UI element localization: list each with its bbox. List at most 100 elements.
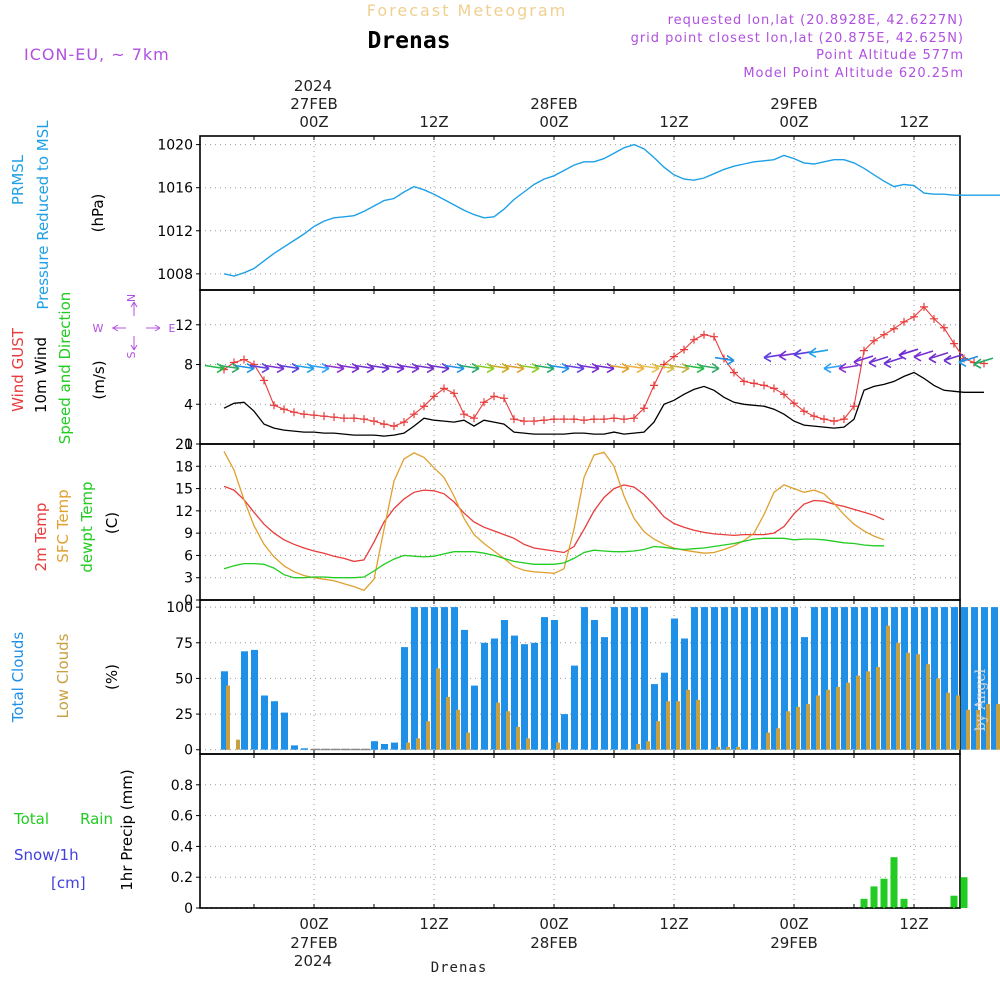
wind-direction-arrow: [474, 364, 495, 370]
low-cloud-bar: [556, 742, 560, 750]
wind-direction-arrow: [534, 364, 555, 370]
top-hour-label: 00Z: [539, 113, 568, 131]
gust-marker: [510, 415, 518, 424]
gust-marker: [390, 422, 398, 431]
total-cloud-bar: [881, 607, 888, 750]
gust-marker: [820, 415, 828, 424]
gust-marker: [890, 324, 898, 333]
gust-marker: [910, 312, 918, 321]
y-tick-label: 15: [175, 482, 193, 498]
top-hour-label: 12Z: [419, 113, 448, 131]
total-cloud-bar: [851, 607, 858, 750]
gust-marker: [460, 410, 468, 419]
low-cloud-bar: [406, 742, 410, 750]
gust-marker: [250, 360, 258, 369]
wind-direction-arrow: [219, 364, 240, 370]
total-cloud-bar: [641, 607, 648, 750]
gust-marker: [760, 381, 768, 390]
y-tick-label: 0.6: [171, 809, 193, 825]
wind-arrow-head: [973, 358, 982, 369]
total-cloud-bar: [391, 742, 398, 750]
gust-marker: [870, 336, 878, 345]
total-cloud-bar: [431, 607, 438, 750]
top-date-label: 28FEB: [530, 95, 577, 113]
wind-unit: (m/s): [90, 360, 108, 399]
top-date-label: 29FEB: [770, 95, 817, 113]
wind-direction-arrow: [838, 364, 859, 370]
total-cloud-bar: [551, 620, 558, 750]
zero-cloud-mark: [351, 748, 360, 751]
total-cloud-bar: [651, 684, 658, 750]
rain-bar: [880, 878, 888, 908]
y-tick-label: 0: [184, 593, 193, 609]
y-tick-label: 0.8: [171, 778, 193, 794]
gust-marker: [540, 416, 548, 425]
gust-marker: [360, 415, 368, 424]
bottom-hour-label: 12Z: [899, 915, 928, 933]
wind-arrow-head: [793, 348, 802, 360]
low-cloud-bar: [696, 699, 700, 750]
gust-marker: [650, 381, 658, 390]
bottom-hour-label: 00Z: [299, 915, 328, 933]
zero-cloud-mark: [341, 748, 350, 751]
y-tick-label: 75: [175, 636, 193, 652]
total-cloud-bar: [381, 744, 388, 750]
gust-marker: [750, 379, 758, 388]
wind-direction-arrow: [823, 364, 844, 370]
wind-arrow-head: [853, 356, 862, 367]
wind-direction-arrow: [354, 364, 375, 370]
low-cloud-bar: [466, 732, 470, 750]
total-cloud-bar: [731, 607, 738, 750]
gust-marker: [740, 377, 748, 386]
y-tick-label: 1008: [157, 267, 193, 283]
gust-marker: [840, 415, 848, 424]
watermark: by Angel: [973, 668, 989, 731]
gust-marker: [880, 330, 888, 339]
wind-arrow-head: [883, 357, 892, 369]
low-clouds-label: Low Clouds: [54, 633, 72, 718]
low-cloud-bar: [736, 746, 740, 750]
wind-direction-arrow: [504, 364, 525, 370]
footer-location: Drenas: [431, 960, 488, 976]
compass-rose: W E N S: [93, 294, 176, 359]
gust-marker: [670, 352, 678, 361]
total-cloud-bar: [931, 607, 938, 750]
low-cloud-bar: [776, 728, 780, 750]
panel-temperature: 0 3 6 9 12 15 18 21 2m Temp SFC Temp dewpt Temp (C): [32, 437, 961, 609]
total-cloud-bar: [581, 607, 588, 750]
gust-marker: [570, 415, 578, 424]
total-cloud-bar: [681, 638, 688, 750]
wind-direction-arrow: [579, 364, 600, 370]
wind-direction-arrow: [309, 364, 330, 370]
wind-direction-arrow: [609, 364, 630, 370]
temp-2m-line: [223, 484, 885, 563]
low-cloud-bar: [816, 695, 820, 750]
dewpoint-label: dewpt Temp: [78, 481, 96, 572]
gust-marker: [400, 418, 408, 427]
wind-direction-label: Speed and Direction: [56, 292, 74, 445]
total-cloud-bar: [801, 637, 808, 750]
gust-marker: [640, 404, 648, 413]
low-cloud-bar: [656, 721, 660, 750]
total-cloud-bar: [571, 665, 578, 750]
gust-marker: [260, 376, 268, 385]
low-cloud-bar: [766, 732, 770, 750]
low-cloud-bar: [496, 702, 500, 750]
gust-marker: [800, 407, 808, 416]
wind-direction-arrow: [264, 364, 285, 370]
low-cloud-bar: [976, 709, 980, 750]
gust-marker: [940, 323, 948, 332]
rain-bar: [860, 898, 868, 908]
wind-arrow-head: [868, 357, 877, 368]
low-cloud-bar: [716, 746, 720, 750]
low-cloud-bar: [996, 704, 1000, 750]
total-cloud-bar: [741, 607, 748, 750]
y-tick-label: 0: [184, 743, 193, 759]
total-cloud-bar: [981, 607, 988, 750]
wind-direction-arrow: [654, 364, 675, 370]
gust-marker: [680, 345, 688, 354]
y-tick-label: 3: [184, 571, 193, 587]
total-cloud-bar: [901, 607, 908, 750]
bottom-hour-label: 00Z: [539, 915, 568, 933]
top-hour-label: 12Z: [899, 113, 928, 131]
